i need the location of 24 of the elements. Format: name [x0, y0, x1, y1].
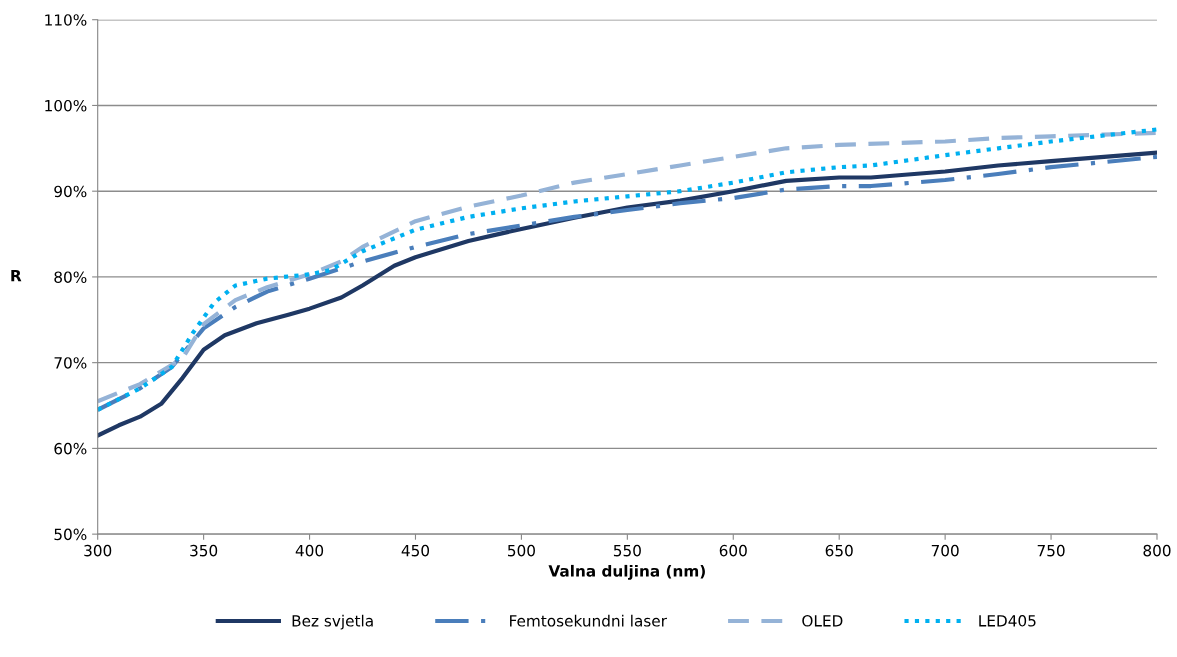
y-tick-label: 80%: [54, 271, 87, 283]
y-axis-title: R: [11, 270, 22, 282]
x-tick-label: 400: [295, 544, 324, 557]
x-tick-label: 750: [1037, 544, 1065, 557]
x-tick-label: 800: [1143, 544, 1171, 557]
x-tick-label: 500: [508, 544, 535, 557]
legend-label: LED405: [979, 615, 1036, 627]
x-tick-label: 700: [931, 544, 959, 557]
legend-label: Bez svjetla: [292, 614, 373, 630]
y-tick-label: 100%: [45, 99, 87, 112]
y-tick-label: 90%: [54, 185, 87, 198]
x-axis-title: Valna duljina (nm): [548, 564, 705, 580]
x-tick-label: 550: [613, 544, 641, 557]
legend-label: Femtosekundni laser: [510, 614, 667, 627]
x-tick-label: 450: [401, 544, 430, 557]
x-tick-label: 300: [84, 544, 112, 557]
legend-label: OLED: [802, 615, 843, 627]
x-tick-label: 600: [719, 544, 747, 557]
y-tick-label: 50%: [54, 528, 87, 541]
x-tick-label: 650: [825, 544, 853, 557]
y-tick-label: 70%: [54, 357, 87, 369]
x-tick-label: 350: [190, 544, 218, 557]
y-tick-label: 60%: [54, 442, 87, 455]
y-tick-label: 110%: [45, 14, 87, 26]
